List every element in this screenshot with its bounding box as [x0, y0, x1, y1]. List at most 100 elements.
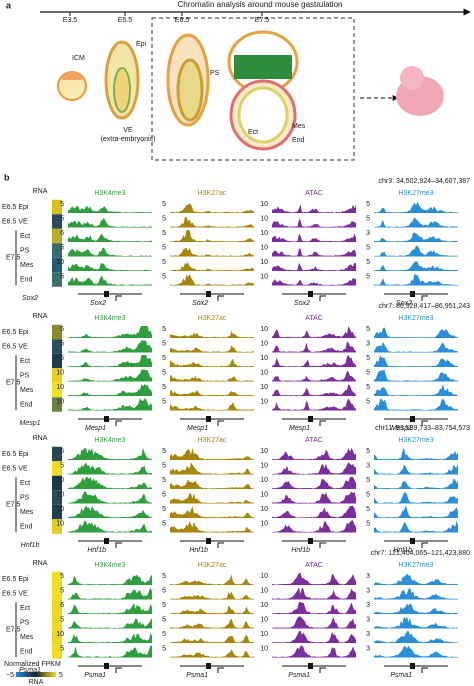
row-label: Ect	[20, 233, 30, 240]
rna-header: RNA	[33, 313, 48, 320]
rna-cell	[52, 519, 62, 534]
gene-label: Mesp1	[187, 425, 208, 432]
rna-cell	[52, 339, 62, 354]
signal-track	[170, 274, 254, 286]
signal-track	[272, 506, 356, 518]
signal-track	[374, 573, 458, 585]
legend-title: Normalized FPKM	[4, 661, 61, 668]
group-label: E7.5	[6, 255, 21, 262]
signal-track	[374, 384, 458, 396]
scale-label: 10	[260, 326, 268, 333]
group-label: E7.5	[6, 502, 21, 509]
signal-track	[68, 355, 152, 367]
scale-label: 10	[260, 340, 268, 347]
signal-track	[374, 274, 458, 286]
scale-label: 6	[60, 602, 64, 609]
scale-label: 10	[260, 259, 268, 266]
signal-track	[170, 217, 254, 228]
row-label: E6.5 Epi	[2, 329, 29, 336]
scale-label: 5	[162, 201, 166, 208]
row-label: Mes	[20, 509, 34, 516]
signal-track	[374, 327, 458, 338]
signal-track	[68, 326, 152, 338]
legend-bar	[16, 672, 56, 677]
rna-cell	[52, 243, 62, 258]
scale-label: 10	[56, 384, 64, 391]
signal-track	[170, 390, 254, 396]
signal-track	[272, 219, 356, 228]
embryo-art	[40, 8, 471, 161]
signal-track	[272, 341, 356, 353]
signal-track	[68, 587, 152, 600]
column-title: H3K27me3	[398, 190, 433, 197]
signal-track	[68, 275, 152, 286]
row-label: Ect	[20, 605, 30, 612]
rna-cell	[52, 446, 62, 462]
signal-track	[374, 520, 458, 533]
exon	[308, 663, 313, 669]
scale-label: 10	[260, 201, 268, 208]
scale-label: 5	[366, 355, 370, 362]
column-title: ATAC	[305, 437, 323, 444]
signal-track	[272, 491, 356, 504]
signal-track	[272, 398, 356, 411]
scale-label: 5	[60, 355, 64, 362]
row-label: End	[20, 648, 33, 655]
scale-label: 5	[366, 520, 370, 527]
row-label: E6.5 VE	[2, 465, 28, 472]
label: ICM	[72, 55, 85, 62]
row-label: PS	[20, 247, 30, 254]
rna-cell	[52, 382, 62, 398]
signal-track	[68, 491, 152, 504]
tss-arrow	[319, 542, 326, 548]
scale-label: 10	[56, 520, 64, 527]
exon	[104, 416, 109, 422]
signal-track	[170, 448, 254, 460]
signal-track	[68, 632, 152, 643]
gene-label: Mesp1	[85, 425, 106, 432]
tss-arrow	[217, 295, 224, 301]
row-label: E6.5 Epi	[2, 576, 29, 583]
locus: chr7: 121,404,065–121,423,880	[371, 550, 470, 557]
scale-label: 10	[260, 573, 268, 580]
signal-track	[170, 634, 254, 643]
signal-track	[272, 573, 356, 585]
column-title: ATAC	[305, 190, 323, 197]
signal-track	[374, 232, 458, 242]
gene-label: Psma1	[84, 672, 106, 679]
scale-label: 5	[366, 448, 370, 455]
exon	[104, 538, 109, 544]
gene-rna: Hnf1b	[21, 542, 40, 549]
signal-track	[272, 587, 356, 600]
stage-label: E6.5	[175, 17, 190, 24]
exon	[104, 663, 109, 669]
scale-label: 10	[260, 520, 268, 527]
gene-label: Sox2	[294, 300, 310, 307]
scale-label: 5	[162, 259, 166, 266]
signal-track	[374, 355, 458, 367]
group-label: E7.5	[6, 380, 21, 387]
gene-label: Psma1	[186, 672, 208, 679]
rna-cell	[52, 324, 62, 340]
scale-label: 10	[260, 384, 268, 391]
scale-label: 5	[162, 244, 166, 251]
exon	[410, 663, 415, 669]
scale-label: 5	[60, 573, 64, 580]
signal-track	[170, 374, 254, 382]
tss-arrow	[217, 542, 224, 548]
scale-label: 10	[260, 448, 268, 455]
scale-label: 10	[56, 491, 64, 498]
scale-label: 5	[366, 215, 370, 222]
scale-label: 5	[60, 645, 64, 652]
tss-arrow	[319, 667, 326, 673]
signal-track	[272, 477, 356, 489]
signal-track	[272, 602, 356, 614]
scale-label: 5	[162, 369, 166, 376]
scale-label: 5	[366, 506, 370, 513]
scale-label: 5	[366, 491, 370, 498]
signal-track	[272, 631, 356, 643]
rna-cell	[52, 615, 62, 630]
column-title: H3K4me3	[94, 190, 125, 197]
scale-label: 10	[56, 506, 64, 513]
